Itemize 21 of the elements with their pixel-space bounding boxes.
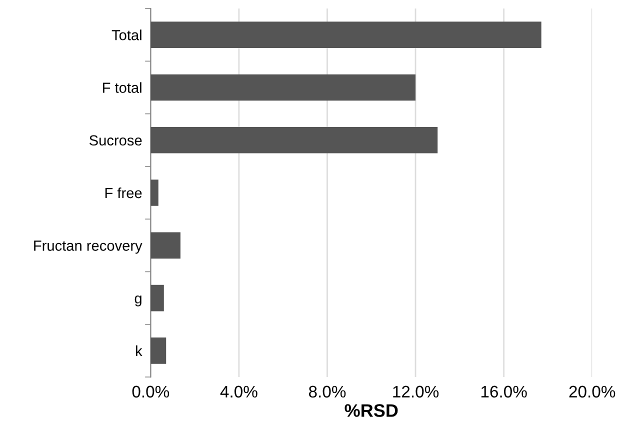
x-tick-label: 8.0% bbox=[308, 386, 346, 398]
bar bbox=[150, 232, 180, 259]
bar bbox=[150, 284, 164, 312]
y-tick-label: g bbox=[134, 296, 142, 306]
bar bbox=[150, 180, 158, 206]
x-tick-label: 12.0% bbox=[393, 386, 439, 398]
bar bbox=[150, 22, 542, 48]
y-tick-label: Fructan recovery bbox=[34, 240, 142, 254]
y-tick-label: Total bbox=[112, 30, 142, 40]
x-tick-label: 16.0% bbox=[481, 386, 527, 398]
x-axis-title: %RSD bbox=[344, 404, 398, 417]
bar bbox=[150, 338, 166, 364]
y-tick-label: Sucrose bbox=[89, 135, 142, 146]
bar bbox=[150, 126, 438, 154]
y-tick-label: F free bbox=[105, 187, 142, 198]
x-tick-label: 0.0% bbox=[132, 386, 170, 398]
y-tick-label: F total bbox=[103, 82, 142, 93]
x-tick-label: 4.0% bbox=[220, 386, 258, 398]
bar bbox=[150, 74, 416, 101]
x-tick-label: 20.0% bbox=[569, 386, 616, 398]
y-tick-label: k bbox=[136, 345, 142, 356]
